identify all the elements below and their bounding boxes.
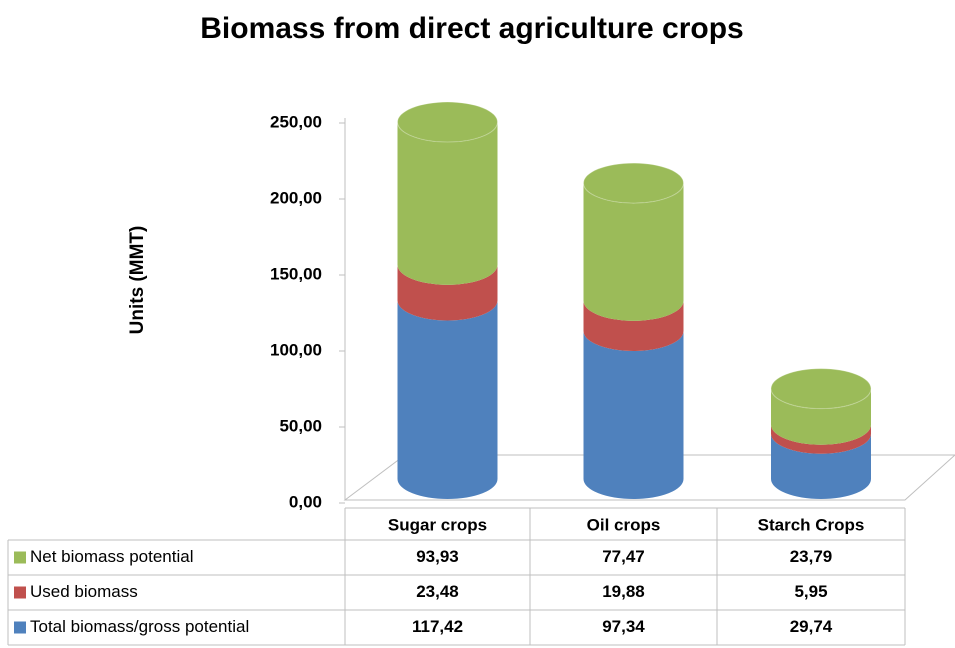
legend-key [14,551,26,564]
table-value: 29,74 [790,617,833,636]
legend-label: Net biomass potential [30,547,193,566]
cylinder-segment [771,388,871,445]
cylinder-segment [583,331,684,499]
legend-key [14,586,26,599]
table-value: 5,95 [794,582,827,601]
cylinder-top [583,162,684,204]
legend-label: Total biomass/gross potential [30,617,249,636]
table-value: 19,88 [602,582,645,601]
cylinder-top [770,368,872,410]
y-tick-label: 50,00 [279,416,322,435]
y-tick-label: 200,00 [270,188,322,207]
cylinder-segment [397,122,498,285]
y-tick-label: 250,00 [270,112,322,131]
cylinder-segment [771,433,871,499]
cylinder-segment [771,424,871,454]
legend-label: Used biomass [30,582,138,601]
cylinder-top [397,101,498,143]
y-tick-label: 100,00 [270,340,322,359]
table-value: 23,79 [790,547,833,566]
cylinder-segment [583,300,684,352]
x-tick-label: Sugar crops [388,515,487,534]
y-tick-label: 150,00 [270,264,322,283]
table-value: 93,93 [416,547,459,566]
y-axis-label: Units (MMT) [127,226,148,335]
table-value: 97,34 [602,617,645,636]
cylinder-segment [397,264,498,321]
table-value: 117,42 [412,617,463,636]
x-tick-label: Starch Crops [758,515,865,534]
legend-key [14,621,26,634]
chart-title: Biomass from direct agriculture crops [200,12,744,45]
cylinder-segment [583,183,684,321]
x-tick-label: Oil crops [587,515,661,534]
y-tick-label: 0,00 [289,492,322,511]
cylinder-segment [397,300,498,499]
table-value: 23,48 [416,582,459,601]
table-value: 77,47 [602,547,645,566]
